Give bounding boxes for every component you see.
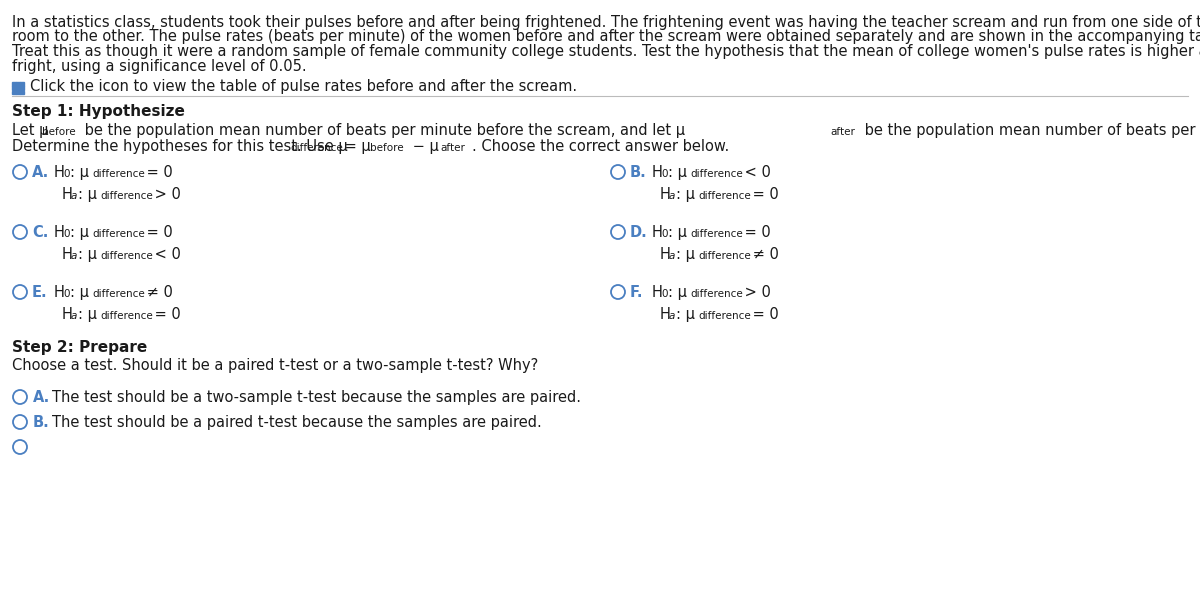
Text: H: H (652, 225, 662, 240)
Text: H: H (660, 307, 671, 322)
Text: = 0: = 0 (748, 187, 779, 202)
Text: The test should be a two-sample t-test because the samples are paired.: The test should be a two-sample t-test b… (52, 390, 581, 405)
Text: difference: difference (690, 229, 743, 239)
Text: = 0: = 0 (142, 225, 173, 240)
Text: H: H (660, 247, 671, 262)
Text: : μ: : μ (78, 187, 97, 202)
Bar (20, 91, 24, 94)
Bar (17, 87, 19, 90)
Text: ≠ 0: ≠ 0 (748, 247, 779, 262)
Bar (12, 82, 16, 85)
Text: a: a (71, 191, 77, 201)
Text: difference: difference (290, 143, 343, 153)
Text: be the population mean number of beats per minute after the scream.: be the population mean number of beats p… (860, 123, 1200, 138)
Text: be the population mean number of beats per minute before the scream, and let μ: be the population mean number of beats p… (80, 123, 685, 138)
Text: : μ: : μ (668, 285, 686, 300)
Bar (20, 82, 24, 85)
Text: A.: A. (32, 165, 49, 180)
Text: 0: 0 (661, 229, 667, 239)
Text: C.: C. (32, 225, 48, 240)
Text: : μ: : μ (676, 307, 695, 322)
Text: a: a (670, 191, 676, 201)
Text: after: after (830, 127, 854, 137)
Text: The test should be a paired t-test because the samples are paired.: The test should be a paired t-test becau… (52, 415, 541, 430)
Text: difference: difference (100, 191, 152, 201)
Text: : μ: : μ (78, 307, 97, 322)
Bar (12, 87, 16, 90)
Text: difference: difference (100, 251, 152, 261)
Text: difference: difference (698, 191, 751, 201)
Text: : μ: : μ (676, 247, 695, 262)
Text: H: H (652, 165, 662, 180)
Text: In a statistics class, students took their pulses before and after being frighte: In a statistics class, students took the… (12, 15, 1200, 30)
Text: E.: E. (32, 285, 48, 300)
Text: a: a (71, 311, 77, 321)
Text: : μ: : μ (668, 225, 686, 240)
Bar (17, 91, 19, 94)
Text: − μ: − μ (408, 139, 439, 154)
Text: before: before (370, 143, 403, 153)
Text: H: H (652, 285, 662, 300)
Text: H: H (62, 187, 73, 202)
Text: : μ: : μ (70, 285, 89, 300)
Text: difference: difference (92, 169, 145, 179)
Text: H: H (62, 307, 73, 322)
Text: difference: difference (698, 311, 751, 321)
Text: H: H (54, 225, 65, 240)
Text: : μ: : μ (668, 165, 686, 180)
Text: a: a (670, 311, 676, 321)
Text: 0: 0 (64, 229, 70, 239)
Text: fright, using a significance level of 0.05.: fright, using a significance level of 0.… (12, 59, 307, 73)
Text: Determine the hypotheses for this test. Use μ: Determine the hypotheses for this test. … (12, 139, 348, 154)
Text: 0: 0 (661, 289, 667, 299)
Text: H: H (660, 187, 671, 202)
Text: = 0: = 0 (142, 165, 173, 180)
Text: : μ: : μ (676, 187, 695, 202)
Text: H: H (54, 165, 65, 180)
Text: . Choose the correct answer below.: . Choose the correct answer below. (472, 139, 730, 154)
Text: B.: B. (630, 165, 647, 180)
Text: a: a (71, 251, 77, 261)
Text: after: after (440, 143, 464, 153)
Text: difference: difference (100, 311, 152, 321)
Text: Step 1: Hypothesize: Step 1: Hypothesize (12, 104, 185, 119)
Text: < 0: < 0 (150, 247, 181, 262)
Text: F.: F. (630, 285, 643, 300)
Text: difference: difference (690, 169, 743, 179)
Text: Step 2: Prepare: Step 2: Prepare (12, 340, 148, 355)
Text: Click the icon to view the table of pulse rates before and after the scream.: Click the icon to view the table of puls… (30, 79, 577, 94)
Text: H: H (54, 285, 65, 300)
Text: Choose a test. Should it be a paired t-test or a two-sample t-test? Why?: Choose a test. Should it be a paired t-t… (12, 358, 539, 373)
Bar (17, 82, 19, 85)
Text: difference: difference (92, 289, 145, 299)
Text: a: a (670, 251, 676, 261)
Text: = 0: = 0 (740, 225, 770, 240)
Text: ≠ 0: ≠ 0 (142, 285, 173, 300)
Text: difference: difference (698, 251, 751, 261)
Text: difference: difference (690, 289, 743, 299)
Bar (12, 91, 16, 94)
Text: room to the other. The pulse rates (beats per minute) of the women before and af: room to the other. The pulse rates (beat… (12, 29, 1200, 45)
Text: 0: 0 (64, 289, 70, 299)
Text: B.: B. (34, 415, 49, 430)
Text: > 0: > 0 (740, 285, 770, 300)
Text: : μ: : μ (78, 247, 97, 262)
Text: = μ: = μ (340, 139, 371, 154)
Text: : μ: : μ (70, 225, 89, 240)
Bar (20, 87, 24, 90)
Text: : μ: : μ (70, 165, 89, 180)
Text: < 0: < 0 (740, 165, 770, 180)
Text: before: before (42, 127, 76, 137)
Text: 0: 0 (661, 169, 667, 179)
Text: = 0: = 0 (150, 307, 181, 322)
Text: difference: difference (92, 229, 145, 239)
Text: 0: 0 (64, 169, 70, 179)
Text: D.: D. (630, 225, 648, 240)
Text: = 0: = 0 (748, 307, 779, 322)
Text: A.: A. (34, 390, 50, 405)
Text: > 0: > 0 (150, 187, 181, 202)
Text: Let μ: Let μ (12, 123, 48, 138)
Text: H: H (62, 247, 73, 262)
Text: Treat this as though it were a random sample of female community college student: Treat this as though it were a random sa… (12, 44, 1200, 59)
